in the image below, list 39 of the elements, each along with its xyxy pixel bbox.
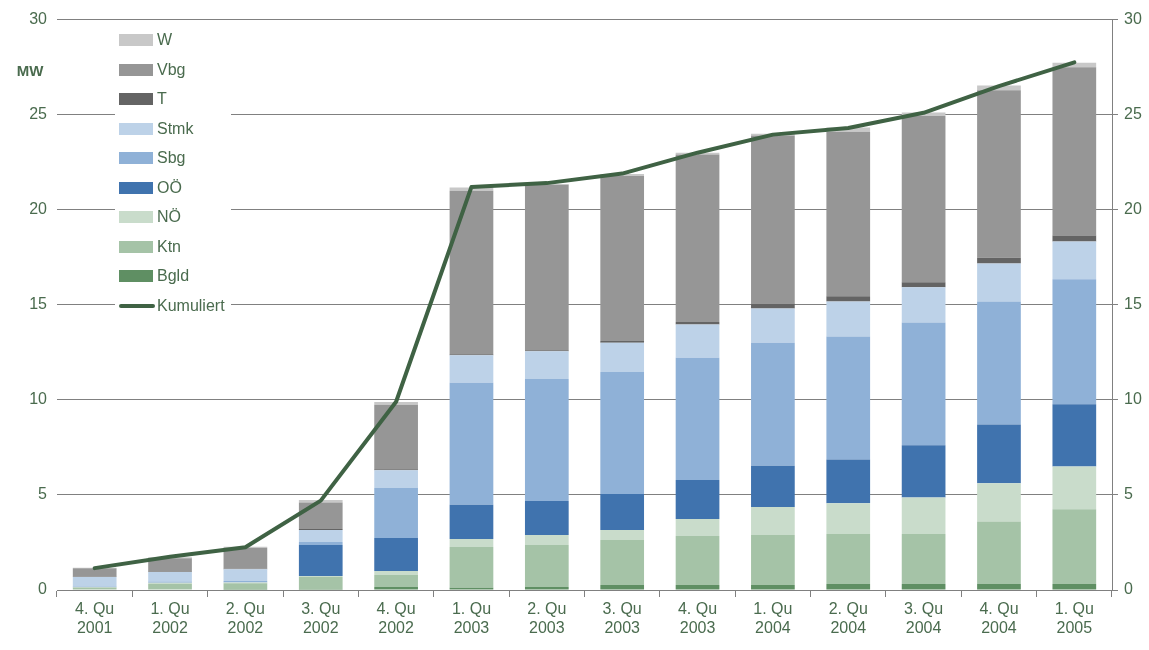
y2-tick-label: 25 [1124,105,1142,123]
y2-tick-label: 10 [1124,390,1142,408]
y-tick-label: 5 [38,485,48,503]
y-tick-label: 30 [29,10,48,28]
x-tick-label: 1. Qu 2002 [150,600,190,637]
legend-label: T [157,90,167,109]
x-tick-label: 4. Qu 2004 [979,600,1019,637]
legend-label: Bgld [157,267,190,286]
y-tick-label: 10 [29,390,48,408]
y-tick-label: 15 [29,295,48,313]
x-tick-label: 2. Qu 2003 [527,600,567,637]
legend-label: Ktn [157,237,182,256]
x-tick-label: 1. Qu 2003 [451,600,492,637]
y2-tick-label: 20 [1124,200,1142,218]
x-tick-label: 1. Qu 2004 [753,600,793,637]
y-tick-label: 25 [29,105,48,123]
legend-label: Kumuliert [157,296,225,315]
legend-label: Vbg [157,60,186,79]
y-tick-label: 20 [29,200,48,218]
legend-label: OÖ [157,178,182,197]
x-tick-label: 4. Qu 2003 [677,600,718,637]
x-tick-label: 1. Qu 2005 [1054,600,1094,637]
x-tick-label: 3. Qu 2002 [301,600,341,637]
legend-label: Sbg [157,149,186,168]
y2-tick-label: 5 [1124,485,1133,503]
legend-label: W [157,31,173,50]
y2-tick-label: 15 [1124,295,1142,313]
legend-label: Stmk [157,119,194,138]
x-tick-label: 3. Qu 2003 [602,600,642,637]
x-tick-label: 4. Qu 2001 [75,600,115,637]
legend-label: NÖ [157,208,181,227]
y-axis-title: MW [16,62,45,80]
y-tick-label: 0 [38,580,48,598]
x-tick-label: 2. Qu 2004 [828,600,868,637]
x-tick-label: 4. Qu 2002 [376,600,416,637]
y2-tick-label: 30 [1124,10,1142,28]
y2-tick-label: 0 [1124,580,1133,598]
x-tick-label: 3. Qu 2004 [904,600,944,637]
x-tick-label: 2. Qu 2002 [225,600,265,637]
